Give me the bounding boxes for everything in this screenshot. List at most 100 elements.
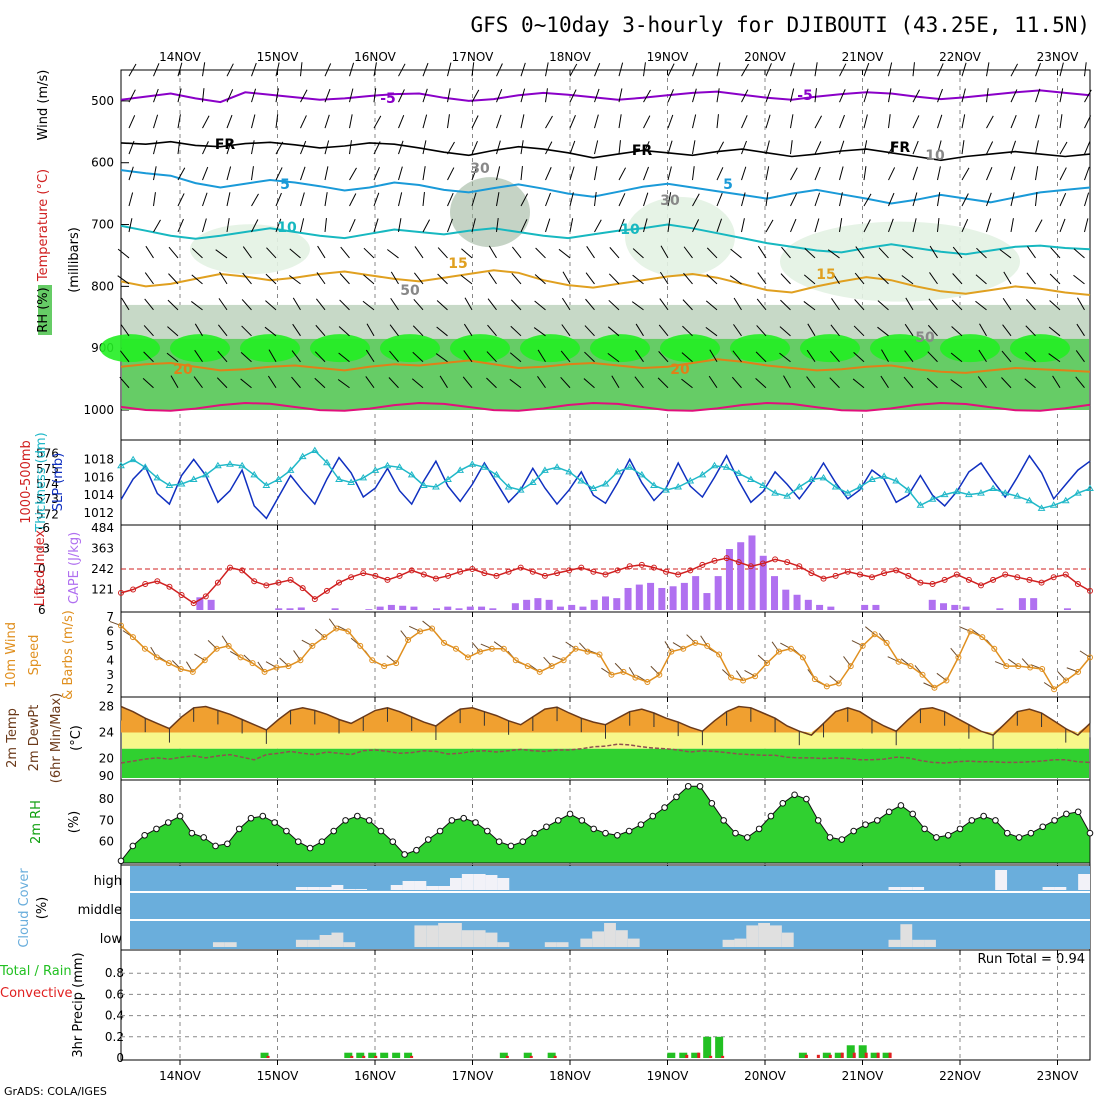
wind-barb-10m <box>780 642 792 650</box>
wind-barb <box>903 376 914 389</box>
wind-barb <box>389 350 399 363</box>
wind-barb <box>496 192 500 207</box>
slp-tick: 1014 <box>83 488 114 502</box>
lifted-index-marker <box>323 587 330 594</box>
wind-barb <box>790 167 798 181</box>
wind-barb <box>618 193 626 207</box>
cape-bar <box>432 608 440 610</box>
thickness-marker <box>226 460 234 467</box>
wind-tick: 3 <box>106 668 114 682</box>
rh2m-marker <box>531 829 538 837</box>
wind-barb <box>373 218 379 233</box>
wind-barb <box>300 115 307 129</box>
wind-barb <box>275 141 284 155</box>
wind-barb <box>961 140 965 155</box>
rh-patch <box>450 177 530 248</box>
wind-barb <box>496 218 499 233</box>
wind-speed-marker <box>775 648 782 655</box>
precip-total-bar <box>846 1045 855 1058</box>
rh-high-patch <box>310 334 370 363</box>
wind-barb <box>177 114 181 129</box>
precip-total-bar <box>356 1052 365 1058</box>
wind-barb <box>398 63 406 77</box>
wind-barb <box>339 299 350 311</box>
wind-barb <box>961 167 970 181</box>
thickness-marker <box>1037 504 1046 511</box>
wind-barb <box>839 89 846 103</box>
lifted-index-marker <box>178 591 185 598</box>
wind-barb <box>1010 63 1019 77</box>
wind-barb <box>142 378 154 389</box>
lifted-index-marker <box>941 576 948 583</box>
wind-barb <box>716 141 725 155</box>
wind-barb <box>806 349 816 363</box>
wind-barb <box>632 248 644 259</box>
lifted-index-marker <box>263 582 270 589</box>
wind-barb <box>912 89 921 103</box>
lifted-index-marker <box>408 567 415 574</box>
wind-barb <box>803 301 816 311</box>
lifted-index-marker <box>360 570 367 577</box>
lifted-index-marker <box>493 572 500 579</box>
contour-label: 15 <box>816 267 835 283</box>
thickness-marker <box>371 466 380 473</box>
thickness-marker <box>1049 501 1058 508</box>
wind-barb <box>1024 378 1036 389</box>
thickness-marker <box>262 481 271 489</box>
wind-barb <box>682 325 693 337</box>
cape-bar <box>275 608 283 610</box>
wind-barb <box>1027 246 1036 259</box>
cloud-high-bar <box>461 874 474 890</box>
wind-barb <box>447 218 453 233</box>
wind-barb <box>365 376 375 389</box>
wind-barb-10m <box>843 656 852 667</box>
wind-speed-marker <box>369 657 376 664</box>
thickness-marker <box>456 466 465 473</box>
wind-barb <box>863 114 868 129</box>
thickness-marker <box>117 461 125 469</box>
temp-tick: 28 <box>99 700 114 714</box>
wind-barb <box>145 245 154 259</box>
rh-high-patch <box>800 334 860 363</box>
wind-barb <box>855 246 865 259</box>
thickness-marker <box>1025 496 1034 504</box>
wind-barb <box>1003 271 1012 285</box>
wind-barb <box>741 63 749 77</box>
wind-barb <box>153 63 160 77</box>
thickness-tick: 575 <box>36 462 59 476</box>
isotherm-5 <box>120 169 1091 205</box>
wind-speed-marker <box>644 678 651 685</box>
cape-bar <box>737 542 745 610</box>
temp-band-yellow <box>122 732 1089 749</box>
precip-tick: 0.6 <box>105 987 124 1001</box>
thickness-marker <box>310 446 319 454</box>
rh2m-marker <box>389 838 397 845</box>
thickness-marker <box>880 472 888 479</box>
wind-barb <box>901 248 914 259</box>
wind-barb <box>904 350 914 363</box>
wind-barb <box>251 166 254 181</box>
wind-barb <box>888 141 896 155</box>
thickness-marker <box>892 476 901 484</box>
thickness-marker <box>1001 489 1010 496</box>
rh2m-marker <box>897 802 905 809</box>
wind-barb <box>863 193 872 207</box>
wind-barb <box>398 89 405 103</box>
wind-barb <box>264 326 277 337</box>
wind-barb <box>975 300 987 311</box>
precip-conv-bar <box>864 1052 868 1058</box>
thickness-marker <box>759 481 767 489</box>
wind-barb <box>594 219 602 233</box>
wind-speed-marker <box>1051 686 1058 693</box>
lifted-index-marker <box>1074 581 1081 588</box>
cape-bar <box>387 604 395 610</box>
wind-barb <box>806 376 816 389</box>
wind-barb <box>986 115 994 129</box>
rh-high-patch <box>380 334 440 363</box>
precip-tick: 0.2 <box>105 1030 124 1044</box>
wind-speed-marker <box>584 648 591 655</box>
thickness-marker <box>952 487 961 495</box>
wind-barb <box>978 349 987 363</box>
wind-side-label: & Barbs (m/s) <box>61 610 76 700</box>
wind-barb <box>976 247 987 259</box>
